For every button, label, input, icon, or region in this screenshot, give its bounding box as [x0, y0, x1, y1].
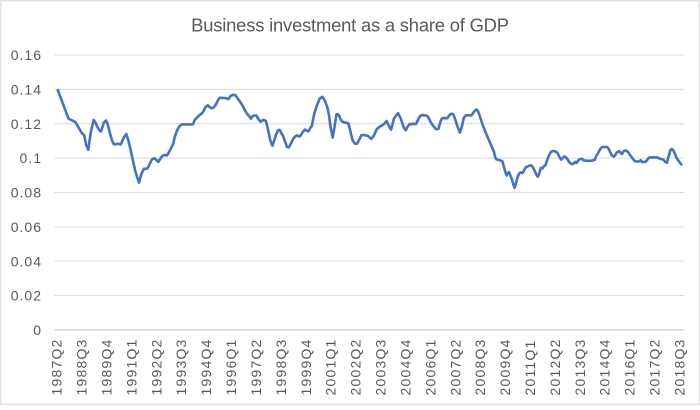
- svg-text:1996Q1: 1996Q1: [223, 338, 239, 395]
- svg-text:2007Q2: 2007Q2: [447, 338, 463, 395]
- svg-text:1988Q3: 1988Q3: [74, 338, 90, 395]
- svg-text:2009Q4: 2009Q4: [497, 338, 513, 395]
- svg-text:2013Q3: 2013Q3: [572, 338, 588, 395]
- svg-text:0.08: 0.08: [11, 185, 42, 201]
- svg-text:1999Q4: 1999Q4: [298, 338, 314, 395]
- svg-text:0.1: 0.1: [20, 150, 42, 166]
- svg-text:1998Q3: 1998Q3: [273, 338, 289, 395]
- svg-text:2008Q3: 2008Q3: [472, 338, 488, 395]
- svg-text:1993Q3: 1993Q3: [173, 338, 189, 395]
- svg-text:1991Q1: 1991Q1: [123, 338, 139, 395]
- svg-text:1997Q2: 1997Q2: [248, 338, 264, 395]
- svg-text:2012Q2: 2012Q2: [547, 338, 563, 395]
- svg-text:2006Q1: 2006Q1: [422, 338, 438, 395]
- svg-text:Business investment as a share: Business investment as a share of GDP: [191, 14, 509, 35]
- svg-text:1989Q4: 1989Q4: [99, 338, 115, 395]
- svg-text:2004Q4: 2004Q4: [397, 338, 413, 395]
- svg-text:0.16: 0.16: [11, 47, 42, 63]
- svg-text:2016Q1: 2016Q1: [622, 338, 638, 395]
- svg-text:0.06: 0.06: [11, 219, 42, 235]
- svg-text:0.14: 0.14: [11, 81, 42, 97]
- svg-text:1987Q2: 1987Q2: [49, 338, 65, 395]
- svg-text:2003Q3: 2003Q3: [373, 338, 389, 395]
- svg-text:2018Q3: 2018Q3: [671, 338, 687, 395]
- svg-text:2017Q2: 2017Q2: [647, 338, 663, 395]
- svg-text:0.12: 0.12: [11, 116, 42, 132]
- svg-text:2001Q1: 2001Q1: [323, 338, 339, 395]
- svg-text:2002Q2: 2002Q2: [348, 338, 364, 395]
- svg-text:0.02: 0.02: [11, 288, 42, 304]
- svg-text:1994Q4: 1994Q4: [198, 338, 214, 395]
- svg-text:0.04: 0.04: [11, 253, 42, 269]
- svg-text:0: 0: [33, 322, 42, 338]
- svg-text:1992Q2: 1992Q2: [148, 338, 164, 395]
- svg-text:2011Q1: 2011Q1: [522, 340, 538, 396]
- svg-text:2014Q4: 2014Q4: [597, 338, 613, 395]
